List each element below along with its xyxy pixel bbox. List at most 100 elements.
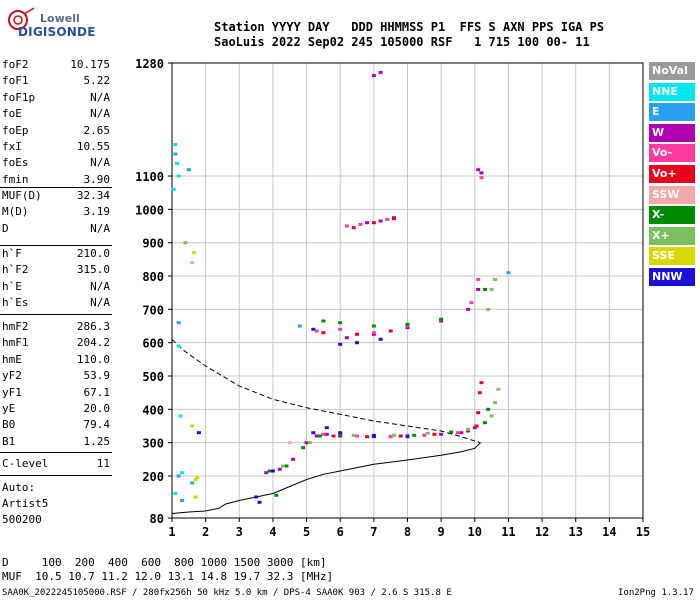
echo-point-w xyxy=(378,219,383,223)
echo-point-nne xyxy=(180,471,185,475)
x-tick-label: 13 xyxy=(568,525,582,539)
echo-point-w xyxy=(479,171,484,175)
x-tick-label: 9 xyxy=(438,525,445,539)
autoscale-text: Auto: xyxy=(2,481,36,494)
param-row: hmF2 286.3 xyxy=(2,320,110,336)
echo-point-vo xyxy=(466,429,471,433)
echo-point-vo xyxy=(476,411,481,415)
param-name: foF2 xyxy=(2,58,29,71)
param-name: fxI xyxy=(2,140,22,153)
echo-point-vo xyxy=(469,301,474,305)
legend-item: Vo- xyxy=(649,144,695,163)
echo-point-vo xyxy=(321,331,326,335)
echo-point-nne xyxy=(176,344,181,348)
param-value: N/A xyxy=(90,156,110,170)
param-separator xyxy=(0,314,112,315)
param-row: C-level 11 xyxy=(2,457,110,473)
param-value: N/A xyxy=(90,221,110,235)
echo-point-nnw xyxy=(311,431,316,435)
echo-point-nnw xyxy=(338,342,343,346)
echo-point-w xyxy=(338,434,343,438)
y-tick-label: 1280 xyxy=(135,57,164,71)
legend-item: Vo+ xyxy=(649,165,695,183)
autoscale-text: 500200 xyxy=(2,513,42,526)
echo-point-w xyxy=(365,221,370,225)
echo-point-vo xyxy=(474,424,479,428)
echo-point-x xyxy=(482,421,487,425)
echo-point-vo xyxy=(371,221,376,225)
echo-point-sse xyxy=(190,424,195,428)
echo-point-vo xyxy=(456,431,460,435)
echo-point-nnw xyxy=(371,434,376,438)
echo-point-nnw xyxy=(196,431,201,435)
y-tick-label: 80 xyxy=(150,512,164,526)
echo-point-x xyxy=(486,407,491,411)
echo-point-nnw xyxy=(254,495,259,499)
header-line2: SaoLuis 2022 Sep02 245 105000 RSF 1 715 … xyxy=(214,35,590,49)
param-row: yF2 53.9 xyxy=(2,369,110,385)
x-tick-label: 2 xyxy=(202,525,209,539)
param-row: M(D) 3.19 xyxy=(2,205,110,221)
param-row: foE N/A xyxy=(2,107,110,123)
y-tick-label: 400 xyxy=(142,403,164,417)
echo-point-w xyxy=(476,287,481,291)
echo-point-x xyxy=(274,493,279,497)
echo-point-nnw xyxy=(324,426,329,430)
x-tick-label: 1 xyxy=(168,525,175,539)
y-tick-label: 1100 xyxy=(135,170,164,184)
profile-dashed-line xyxy=(171,338,481,444)
x-tick-label: 14 xyxy=(602,525,616,539)
echo-point-nne xyxy=(173,143,178,147)
echo-point-vo xyxy=(422,433,427,437)
param-row: foEp 2.65 xyxy=(2,124,110,140)
param-value: N/A xyxy=(90,90,110,104)
echo-point-w xyxy=(264,471,269,475)
param-name: foF1 xyxy=(2,74,29,88)
header-line1: Station YYYY DAY DDD HHMMSS P1 FFS S AXN… xyxy=(214,20,605,34)
echo-point-w xyxy=(439,432,444,436)
param-value: 315.0 xyxy=(76,263,110,277)
x-tick-label: 5 xyxy=(303,525,310,539)
echo-point-x xyxy=(351,433,356,437)
echo-point-w xyxy=(277,467,282,471)
param-row: foF1p N/A xyxy=(2,91,110,107)
param-name: B1 xyxy=(2,434,16,448)
echo-point-x xyxy=(301,446,306,450)
param-row: D N/A xyxy=(2,222,110,238)
lowell-digisonde-logo: Lowell DIGISONDE xyxy=(4,6,124,46)
x-tick-label: 4 xyxy=(269,525,276,539)
echo-point-vo xyxy=(398,434,403,438)
echo-point-nne xyxy=(175,161,179,165)
echo-point-nnw xyxy=(378,337,383,341)
param-value: 204.2 xyxy=(76,336,110,350)
param-row: foEs N/A xyxy=(2,156,110,172)
echo-point-nnw xyxy=(270,469,275,473)
profile-solid-line xyxy=(171,442,481,514)
echo-point-x xyxy=(493,277,497,281)
echo-point-x xyxy=(489,287,494,291)
echo-point-vo xyxy=(338,327,343,331)
echo-point-nnw xyxy=(355,341,359,345)
echo-point-vo xyxy=(351,226,356,230)
param-value: 5.22 xyxy=(83,74,111,88)
param-name: fmin xyxy=(2,172,29,186)
param-name: h`E xyxy=(2,279,22,293)
echo-point-x xyxy=(439,317,444,321)
echo-point-x xyxy=(321,319,326,323)
param-separator xyxy=(0,187,112,188)
echo-point-vo xyxy=(479,176,484,180)
echo-point-e xyxy=(186,168,191,172)
echo-point-x xyxy=(338,321,343,325)
echo-point-sse xyxy=(193,478,198,481)
y-tick-label: 600 xyxy=(142,337,164,351)
param-row: h`F 210.0 xyxy=(2,247,110,263)
x-tick-label: 7 xyxy=(370,525,377,539)
logo-line1: Lowell xyxy=(40,12,80,25)
echo-point-w xyxy=(466,307,471,311)
echo-point-x xyxy=(405,322,410,326)
echo-point-e xyxy=(176,321,181,325)
y-tick-label: 900 xyxy=(142,237,164,251)
param-name: hmF1 xyxy=(2,336,29,350)
param-row: MUF(D) 32.34 xyxy=(2,189,110,205)
